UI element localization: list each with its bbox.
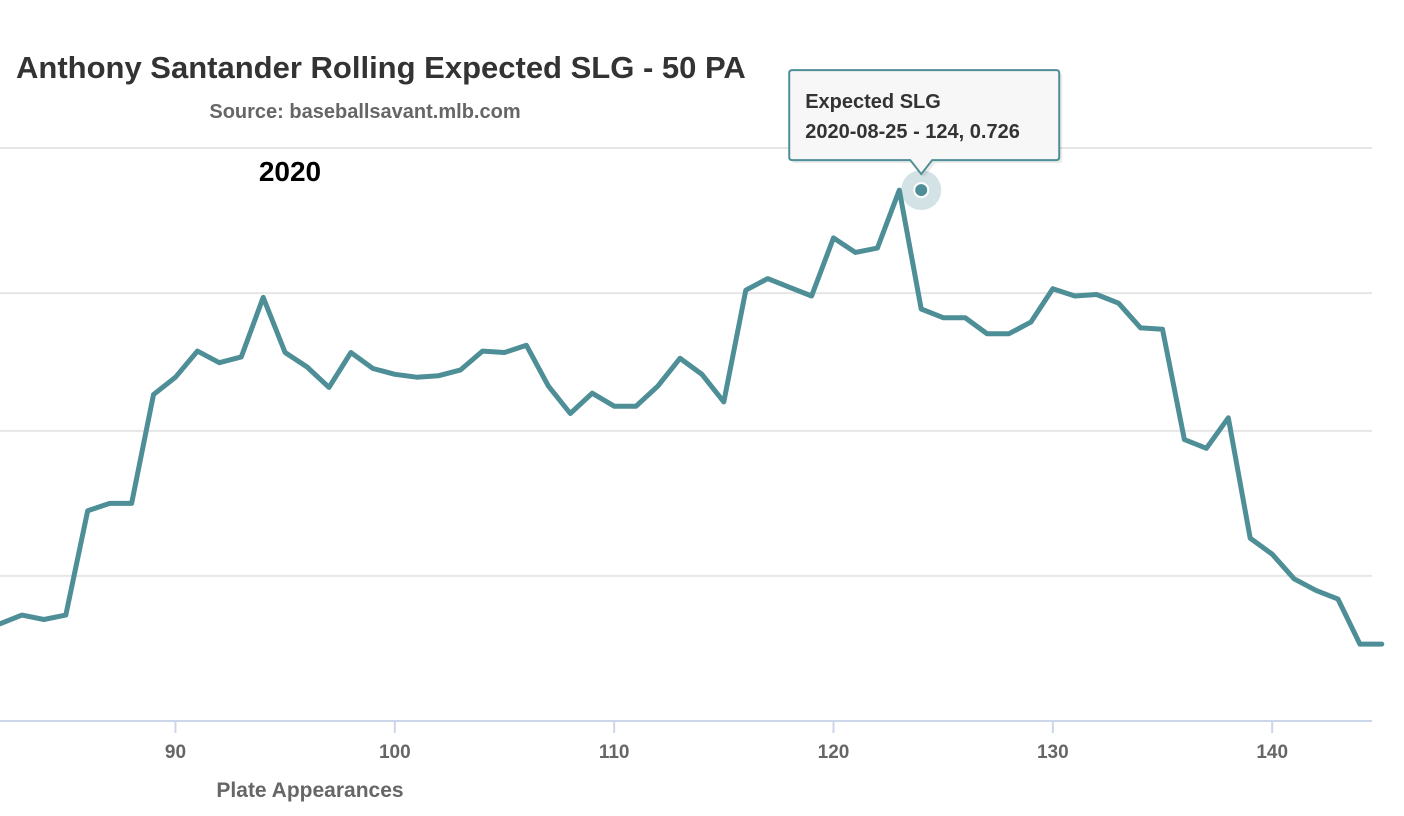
data-point[interactable] [369, 365, 377, 373]
data-point[interactable] [172, 373, 180, 381]
data-point[interactable] [1005, 330, 1013, 338]
grid-lines [0, 147, 1372, 577]
data-point[interactable] [479, 347, 487, 355]
data-point[interactable] [1334, 595, 1342, 603]
series-line-expected-slg [0, 187, 1385, 647]
data-point[interactable] [1246, 534, 1254, 542]
data-point[interactable] [413, 373, 421, 381]
data-point[interactable] [303, 363, 311, 371]
data-point[interactable] [62, 611, 70, 619]
data-point[interactable] [720, 398, 728, 406]
data-point[interactable] [566, 410, 574, 418]
data-point[interactable] [1093, 291, 1101, 299]
data-point[interactable] [786, 283, 794, 291]
chart-title: Anthony Santander Rolling Expected SLG -… [16, 50, 746, 85]
chart-subtitle: Source: baseballsavant.mlb.com [209, 101, 520, 123]
data-point[interactable] [1180, 436, 1188, 444]
x-tick-label: 130 [1037, 742, 1069, 763]
data-point[interactable] [435, 372, 443, 380]
tooltip: Expected SLG 2020-08-25 - 124, 0.726 [788, 69, 1063, 178]
data-point[interactable] [106, 499, 114, 507]
tooltip-box [788, 69, 1061, 176]
x-tick-label: 140 [1256, 742, 1288, 763]
data-point[interactable] [40, 616, 48, 624]
data-point[interactable] [237, 353, 245, 361]
data-point[interactable] [961, 314, 969, 322]
data-point[interactable] [808, 292, 816, 300]
data-point[interactable] [698, 370, 706, 378]
data-point[interactable] [84, 507, 92, 515]
data-point[interactable] [917, 305, 925, 313]
data-point[interactable] [128, 499, 136, 507]
hover-marker[interactable] [913, 182, 930, 199]
data-point[interactable] [654, 382, 662, 390]
data-point[interactable] [939, 314, 947, 322]
x-tick-label: 100 [379, 742, 411, 763]
data-point[interactable] [1224, 414, 1232, 422]
data-point[interactable] [1202, 444, 1210, 452]
data-point[interactable] [1137, 324, 1145, 332]
season-label: 2020 [259, 156, 321, 187]
data-point[interactable] [1312, 586, 1320, 594]
data-point[interactable] [325, 383, 333, 391]
data-point[interactable] [281, 349, 289, 357]
data-point[interactable] [457, 366, 465, 374]
data-point[interactable] [1356, 640, 1364, 648]
data-point[interactable] [764, 275, 772, 283]
data-point[interactable] [588, 389, 596, 397]
data-point[interactable] [347, 349, 355, 357]
data-point[interactable] [830, 234, 838, 242]
data-point[interactable] [193, 347, 201, 355]
data-point[interactable] [1071, 292, 1079, 300]
data-point[interactable] [501, 349, 509, 357]
data-point[interactable] [259, 293, 267, 301]
data-point[interactable] [391, 370, 399, 378]
x-tick-label: 120 [818, 742, 850, 763]
tooltip-series-label: Expected SLG [805, 91, 941, 113]
data-point[interactable] [1027, 318, 1035, 326]
data-point[interactable] [1115, 299, 1123, 307]
data-point[interactable] [1268, 550, 1276, 558]
data-point[interactable] [544, 382, 552, 390]
data-point[interactable] [1159, 325, 1167, 333]
tooltip-value: 2020-08-25 - 124, 0.726 [805, 121, 1020, 143]
x-axis-ticks: 90 100 110 120 130 140 [165, 721, 1288, 763]
data-point[interactable] [632, 402, 640, 410]
data-point[interactable] [215, 359, 223, 367]
data-point[interactable] [851, 248, 859, 256]
data-point[interactable] [676, 354, 684, 362]
x-tick-label: 110 [599, 742, 630, 763]
data-point[interactable] [18, 611, 26, 619]
data-point[interactable] [1378, 640, 1386, 648]
data-point[interactable] [873, 244, 881, 252]
data-point[interactable] [1290, 575, 1298, 583]
x-axis-title: Plate Appearances [216, 779, 403, 802]
data-point[interactable] [610, 402, 618, 410]
x-tick-label: 90 [165, 742, 186, 763]
data-point[interactable] [522, 341, 530, 349]
data-point[interactable] [150, 391, 158, 399]
data-point[interactable] [1049, 285, 1057, 293]
data-point[interactable] [983, 330, 991, 338]
data-point[interactable] [742, 286, 750, 294]
